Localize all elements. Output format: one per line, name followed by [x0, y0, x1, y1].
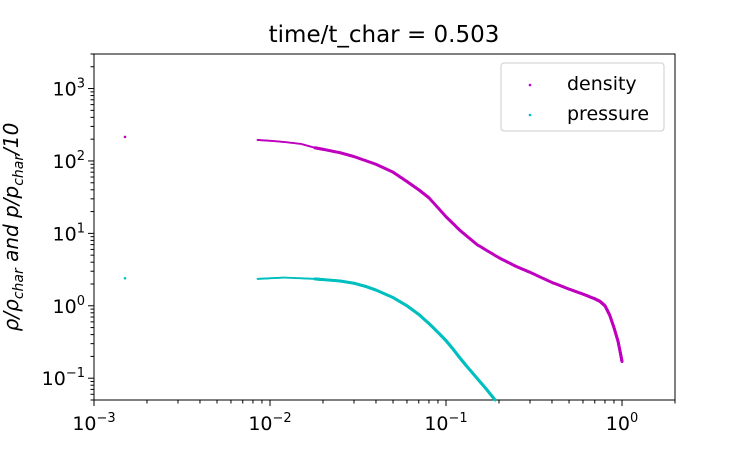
plot-area: [93, 53, 676, 401]
density-point: [123, 135, 127, 139]
x-tick-exponent: −3: [97, 411, 116, 426]
x-tick-label: 10−2: [248, 411, 291, 435]
y-tick-base: 10: [53, 223, 77, 245]
y-tick-exponent: −1: [66, 366, 85, 381]
y-tick-exponent: 2: [77, 149, 85, 164]
series-density: [123, 135, 624, 364]
y-tick-base: 10: [42, 368, 66, 390]
y-label-subscript: char: [11, 154, 27, 186]
legend-box: [500, 62, 665, 132]
y-tick-base: 10: [53, 151, 77, 173]
x-tick-base: 10: [72, 413, 96, 435]
series-pressure: [123, 276, 497, 402]
y-tick-base: 10: [53, 296, 77, 318]
y-tick-base: 10: [53, 79, 77, 101]
x-tick-exponent: −1: [449, 411, 468, 426]
legend-marker-pressure: [528, 113, 532, 117]
legend-marker-density: [528, 83, 532, 87]
pressure-point: [493, 398, 497, 402]
legend-label-pressure: pressure: [567, 103, 649, 125]
y-tick-label: 102: [53, 149, 85, 173]
y-label-text: /10: [0, 123, 23, 157]
x-tick-label: 10−1: [424, 411, 467, 435]
plot-frame: [93, 53, 676, 401]
y-tick-exponent: 3: [77, 77, 85, 92]
x-tick-exponent: −2: [273, 411, 292, 426]
x-tick-base: 10: [424, 413, 448, 435]
density-point: [620, 360, 624, 364]
y-label-text: ρ/ρ: [0, 299, 23, 331]
y-label-subscript: char: [11, 267, 27, 299]
y-tick-label: 100: [53, 294, 85, 318]
x-tick-label: 10−3: [72, 411, 115, 435]
x-tick-label: 100: [606, 411, 638, 435]
x-tick-base: 10: [248, 413, 272, 435]
chart-title: time/t_char = 0.503: [269, 22, 500, 48]
y-tick-exponent: 0: [77, 294, 85, 309]
x-tick-base: 10: [606, 413, 630, 435]
y-label-text: and p/p: [0, 186, 23, 268]
y-axis-label: ρ/ρchar and p/pchar/10: [0, 123, 27, 332]
pressure-point: [123, 276, 127, 280]
y-tick-label: 10−1: [42, 366, 85, 390]
y-tick-label: 103: [53, 77, 85, 101]
y-tick-exponent: 1: [77, 221, 85, 236]
y-tick-label: 101: [53, 221, 85, 245]
x-tick-exponent: 0: [630, 411, 638, 426]
legend: density pressure: [500, 62, 665, 132]
x-axis: 10−3 10−2 10−1 100: [72, 400, 676, 435]
legend-label-density: density: [567, 73, 637, 95]
data-points: [123, 135, 624, 402]
